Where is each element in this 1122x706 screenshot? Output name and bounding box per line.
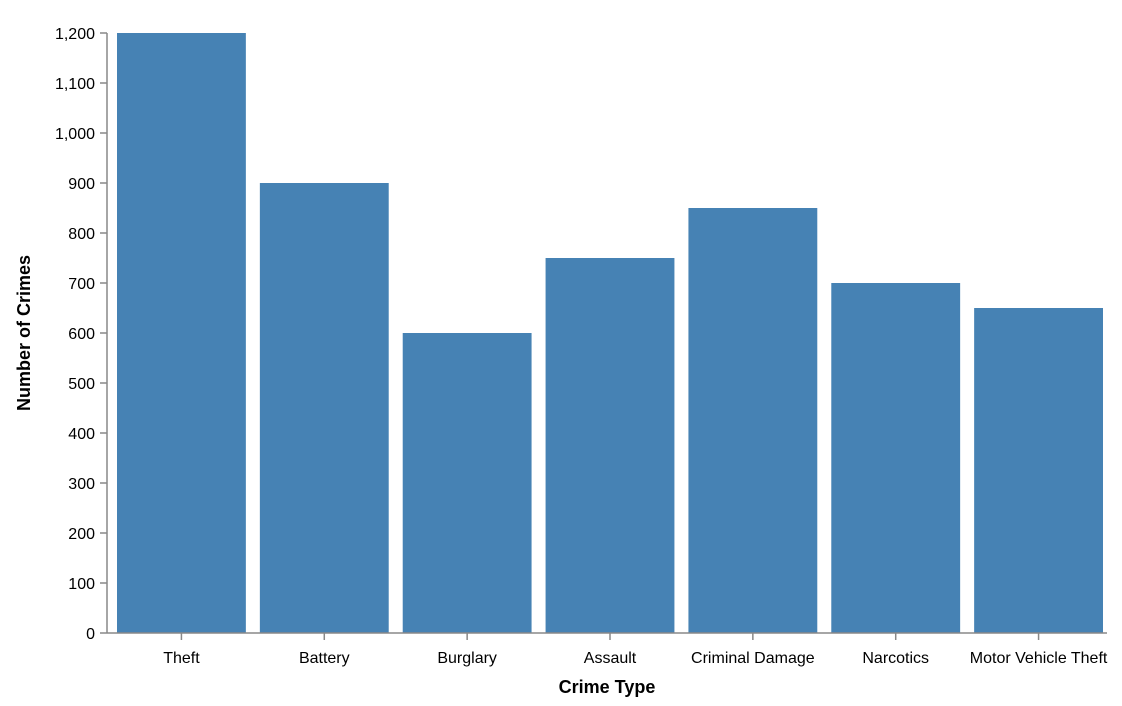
y-tick-label: 900	[68, 176, 95, 193]
x-tick-label: Narcotics	[862, 650, 929, 667]
bar-4	[688, 208, 818, 633]
x-tick-label: Assault	[584, 650, 637, 667]
bar-5	[831, 283, 961, 633]
bar-2	[402, 333, 532, 633]
x-tick-label: Motor Vehicle Theft	[970, 650, 1108, 667]
y-tick-label: 500	[68, 376, 95, 393]
bar-1	[259, 183, 389, 633]
y-axis: 0 100 200 300 400 500 600 700 800 900 1,000 1,100 1,…	[55, 26, 108, 643]
y-tick-label: 700	[68, 276, 95, 293]
y-tick-label: 200	[68, 526, 95, 543]
y-axis-title: Number of Crimes	[14, 255, 34, 411]
y-tick-label: 400	[68, 426, 95, 443]
x-tick-label: Criminal Damage	[691, 650, 815, 667]
y-tick-label: 0	[86, 626, 95, 643]
bar-6	[974, 308, 1103, 633]
y-tick-label: 1,000	[55, 126, 95, 143]
y-tick-label: 100	[68, 576, 95, 593]
y-tick-label: 600	[68, 326, 95, 343]
y-tick-label: 800	[68, 226, 95, 243]
bar-0	[117, 33, 246, 633]
x-tick-label: Burglary	[437, 650, 497, 667]
x-axis: Theft Battery Burglary Assault Criminal Dama…	[107, 632, 1108, 667]
bars-group	[117, 33, 1103, 633]
x-tick-label: Theft	[163, 650, 200, 667]
y-tick-label: 300	[68, 476, 95, 493]
y-tick-label: 1,200	[55, 26, 95, 43]
bar-3	[545, 258, 675, 633]
x-axis-title: Crime Type	[559, 677, 656, 697]
y-tick-label: 1,100	[55, 76, 95, 93]
x-tick-label: Battery	[299, 650, 350, 667]
